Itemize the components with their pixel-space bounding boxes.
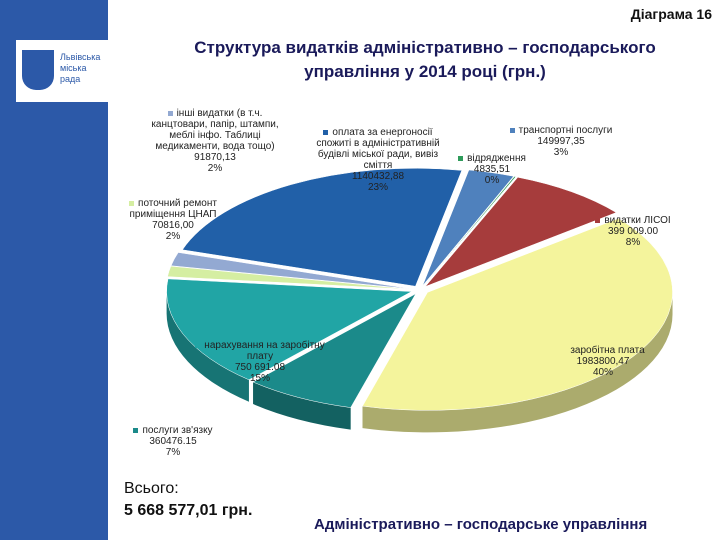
- value-label: 70816,00: [152, 220, 194, 231]
- legend-marker: [323, 129, 329, 135]
- legend-entry: послуги зв'язку: [118, 425, 228, 436]
- slice: [166, 278, 413, 381]
- percent-label: 15%: [249, 373, 270, 384]
- slice: [181, 168, 463, 287]
- slice: [252, 293, 417, 408]
- slice: [362, 218, 673, 411]
- legend-entry: відрядження: [452, 153, 532, 164]
- data-label: нарахування на заробітну плату 750 691.08…: [195, 340, 325, 384]
- total: Всього: 5 668 577,01 грн.: [124, 478, 252, 522]
- data-label: послуги зв'язку 360476.15 7%: [118, 425, 228, 458]
- legend-entry: нарахування на заробітну плату: [195, 340, 325, 362]
- legend-marker: [167, 110, 173, 116]
- logo-shield: [22, 50, 54, 90]
- legend-entry: транспортні послуги: [496, 125, 626, 136]
- data-label: відрядження 4835,51 0%: [452, 153, 532, 186]
- category-name: поточний ремонт приміщення ЦНАП: [129, 198, 217, 220]
- value-label: 1983800,47: [576, 356, 630, 367]
- value-label: 360476.15: [149, 436, 197, 447]
- legend-entry: оплата за енергоносії спожиті в адмініст…: [308, 127, 448, 171]
- data-label: оплата за енергоносії спожиті в адмініст…: [308, 127, 448, 193]
- slice: [422, 169, 515, 287]
- legend-entry: заробітна плата: [548, 345, 658, 356]
- footer: Адміністративно – господарське управлінн…: [314, 516, 648, 533]
- slices: [166, 168, 673, 411]
- slice: [425, 176, 617, 287]
- category-name: нарахування на заробітну плату: [204, 340, 325, 362]
- category-name: послуги зв'язку: [142, 425, 213, 436]
- legend-marker: [509, 127, 515, 133]
- data-label: видатки ЛІСОІ 399 009.00 8%: [588, 215, 678, 248]
- legend-entry: поточний ремонт приміщення ЦНАП: [128, 198, 218, 220]
- percent-label: 8%: [625, 237, 641, 248]
- total-value: 5 668 577,01 грн.: [124, 502, 253, 519]
- percent-label: 2%: [165, 231, 181, 242]
- value-label: 149997,35: [537, 136, 585, 147]
- legend-marker: [133, 427, 139, 433]
- data-label: інші видатки (в т.ч. канцтовари, папір, …: [145, 108, 285, 174]
- data-label: поточний ремонт приміщення ЦНАП 70816,00 2…: [128, 198, 218, 242]
- category-name: оплата за енергоносії спожиті в адмініст…: [316, 127, 440, 171]
- value-label: 1140432,88: [351, 171, 405, 182]
- category-name: транспортні послуги: [518, 125, 613, 136]
- slice-side: [362, 292, 673, 433]
- legend-marker: [195, 342, 201, 348]
- slide-number: Діаграма 16: [630, 6, 712, 22]
- logo-text: Львівська міська рада: [60, 52, 101, 84]
- legend-marker: [129, 200, 135, 206]
- value-label: 91870,13: [194, 152, 236, 163]
- chart-title: Структура видатків адміністративно – гос…: [194, 38, 656, 81]
- percent-label: 0%: [484, 175, 500, 186]
- logo-box: Львівська міська рада: [16, 40, 110, 102]
- slice: [170, 252, 412, 290]
- category-name: відрядження: [467, 153, 526, 164]
- legend-entry: видатки ЛІСОІ: [588, 215, 678, 226]
- value-label: 4835,51: [473, 164, 511, 175]
- slice-side: [253, 382, 351, 430]
- value-label: 750 691.08: [234, 362, 286, 373]
- slice-side: [166, 291, 249, 402]
- percent-label: 3%: [553, 147, 569, 158]
- slice: [423, 176, 517, 287]
- value-label: 399 009.00: [607, 226, 659, 237]
- percent-label: 7%: [165, 447, 181, 458]
- legend-marker: [561, 347, 567, 353]
- total-label: Всього:: [124, 480, 179, 497]
- data-label: заробітна плата 1983800,47 40%: [548, 345, 658, 378]
- slice-sides: [166, 291, 673, 433]
- legend-marker: [458, 155, 464, 161]
- percent-label: 40%: [592, 367, 613, 378]
- legend-entry: інші видатки (в т.ч. канцтовари, папір, …: [145, 108, 285, 152]
- percent-label: 2%: [207, 163, 223, 174]
- percent-label: 23%: [367, 182, 388, 193]
- category-name: інші видатки (в т.ч. канцтовари, папір, …: [151, 108, 279, 152]
- data-label: транспортні послуги 149997,35 3%: [496, 125, 626, 158]
- slice: [167, 265, 412, 290]
- legend-marker: [595, 217, 601, 223]
- category-name: видатки ЛІСОІ: [604, 215, 671, 226]
- category-name: заробітна плата: [570, 345, 645, 356]
